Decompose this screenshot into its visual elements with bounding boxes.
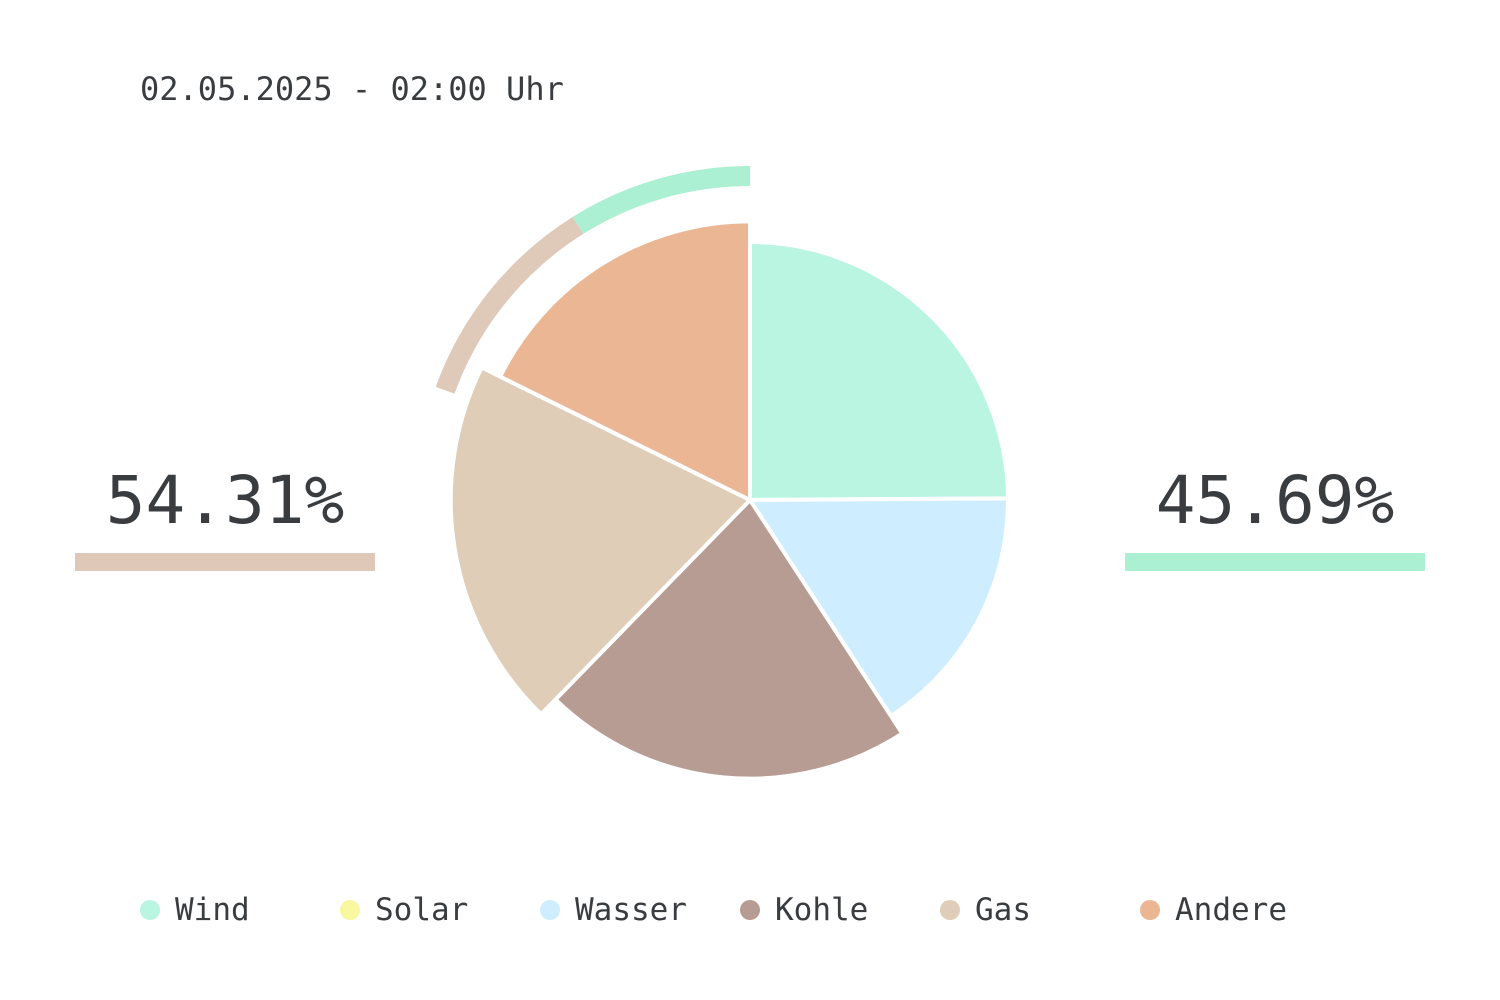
pie-slice-wind	[748, 240, 1010, 502]
pie-slice-gas	[448, 365, 752, 717]
legend-label: Wind	[175, 892, 250, 928]
outer-share-ring	[435, 166, 751, 394]
legend-dot-icon	[140, 900, 160, 920]
legend-label: Andere	[1175, 892, 1287, 928]
pie-slice-andere	[498, 219, 752, 502]
legend-item-andere: Andere	[1140, 890, 1287, 930]
timestamp: 02.05.2025 - 02:00 Uhr	[140, 70, 564, 108]
legend-label: Kohle	[775, 892, 869, 928]
legend-dot-icon	[740, 900, 760, 920]
pie-slice-kohle	[553, 498, 905, 781]
legend-item-wasser: Wasser	[540, 890, 687, 930]
legend-item-wind: Wind	[140, 890, 250, 930]
legend-item-kohle: Kohle	[740, 890, 868, 930]
legend-label: Wasser	[575, 892, 687, 928]
legend-dot-icon	[1140, 900, 1160, 920]
fossil-share-bar	[75, 553, 375, 571]
ring-arc-fossil	[435, 216, 584, 394]
legend-label: Solar	[375, 892, 469, 928]
pie-slices	[448, 219, 1010, 781]
pie-slice-wasser	[748, 496, 1010, 719]
legend-item-gas: Gas	[940, 890, 1031, 930]
legend-dot-icon	[540, 900, 560, 920]
legend-dot-icon	[340, 900, 360, 920]
legend-label: Gas	[975, 892, 1031, 928]
legend-item-solar: Solar	[340, 890, 468, 930]
renewable-share-value: 45.69%	[1155, 462, 1395, 539]
renewable-share-bar	[1125, 553, 1425, 571]
legend-dot-icon	[940, 900, 960, 920]
fossil-share-value: 54.31%	[105, 462, 345, 539]
ring-arc-renewable	[572, 166, 751, 234]
